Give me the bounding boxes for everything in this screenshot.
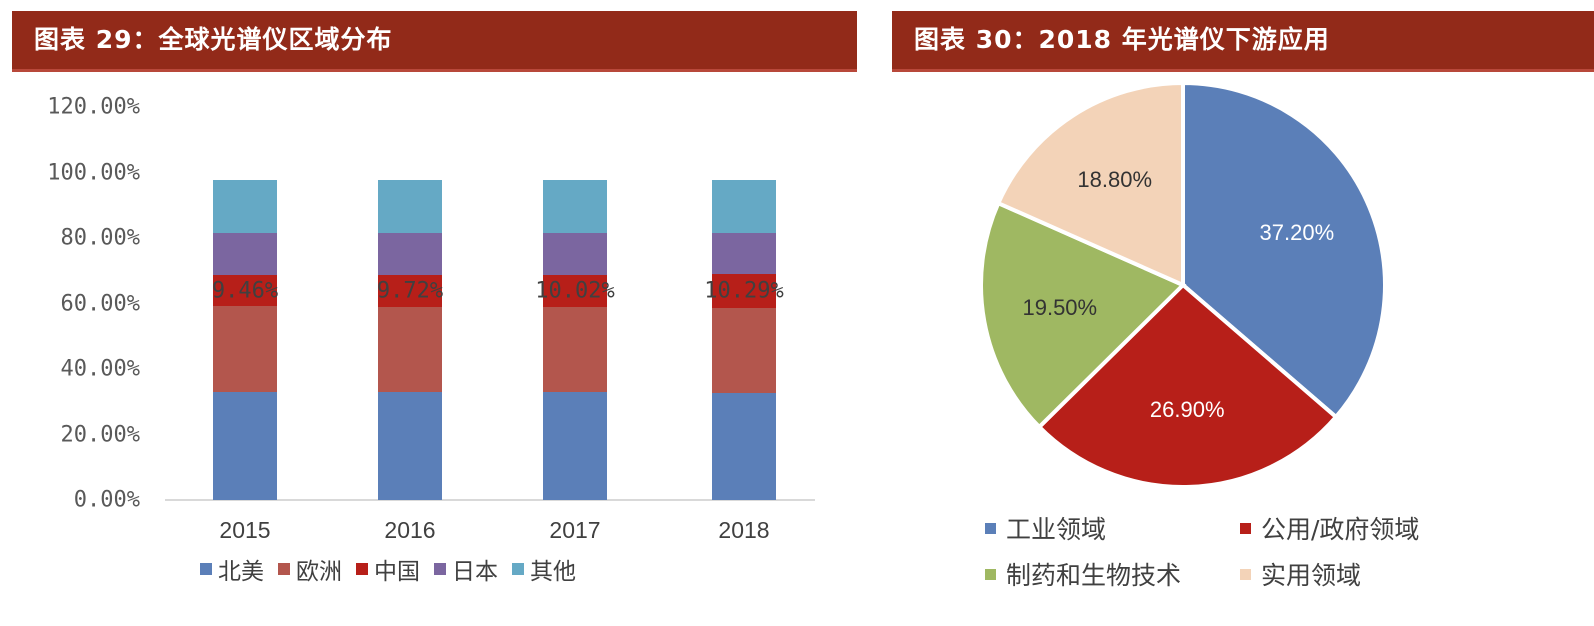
- y-tick-label: 0.00%: [73, 487, 140, 513]
- legend-item: 北美: [200, 552, 264, 586]
- x-tick-label: 2016: [384, 517, 436, 543]
- legend-row: 工业领域 公用/政府领域: [985, 505, 1545, 551]
- legend-label: 中国: [374, 559, 420, 585]
- y-tick-label: 120.00%: [47, 94, 140, 120]
- bar-segment-日本: [712, 232, 776, 275]
- x-tick-label: 2015: [219, 517, 271, 543]
- data-label: 9.46%: [211, 278, 279, 304]
- legend-swatch-icon: [434, 563, 446, 575]
- pie-data-label: 37.20%: [1259, 219, 1335, 245]
- legend-label: 实用领域: [1261, 561, 1362, 590]
- legend-label: 日本: [452, 559, 498, 585]
- bar-segment-北美: [543, 392, 607, 500]
- x-tick-label: 2017: [549, 517, 601, 543]
- data-label: 10.02%: [535, 278, 615, 304]
- bar-segment-其他: [378, 180, 442, 233]
- bar-segment-北美: [378, 391, 442, 500]
- y-tick-label: 40.00%: [60, 356, 140, 382]
- bar-2018: [712, 180, 776, 500]
- bar-2016: [378, 180, 442, 500]
- legend-label: 其他: [530, 559, 576, 585]
- pie-slice-公用/政府领域: [1036, 282, 1339, 489]
- bar-segment-中国: [213, 275, 277, 307]
- legend-label: 工业领域: [1006, 515, 1107, 544]
- bar-chart-legend: 北美 欧洲 中国 日本 其他: [200, 552, 576, 586]
- bar-segment-北美: [712, 392, 776, 500]
- bar-segment-其他: [213, 180, 277, 234]
- y-tick-label: 20.00%: [60, 422, 140, 447]
- legend-row: 制药和生物技术 实用领域: [985, 551, 1545, 597]
- legend-item: 工业领域: [985, 510, 1240, 546]
- bar-segment-北美: [213, 391, 277, 500]
- y-tick-label: 60.00%: [60, 291, 140, 316]
- data-label: 9.72%: [376, 278, 444, 304]
- bar-segment-日本: [378, 232, 442, 275]
- pie-svg: [979, 80, 1387, 489]
- legend-item: 日本: [434, 552, 498, 586]
- legend-item: 欧洲: [278, 552, 342, 586]
- y-tick-label: 100.00%: [47, 160, 140, 185]
- bar-segment-日本: [213, 233, 277, 276]
- legend-item: 制药和生物技术: [985, 556, 1240, 592]
- legend-swatch-icon: [1240, 568, 1251, 580]
- legend-swatch-icon: [512, 563, 524, 575]
- pie-data-label: 18.80%: [1077, 167, 1153, 193]
- bar-segment-中国: [712, 274, 776, 308]
- pie-slice-工业领域: [1181, 80, 1387, 420]
- legend-swatch-icon: [278, 563, 290, 575]
- x-tick-label: 2018: [718, 517, 770, 543]
- pie-chart-legend: 工业领域 公用/政府领域制药和生物技术 实用领域: [985, 505, 1545, 597]
- legend-swatch-icon: [985, 522, 996, 534]
- bar-segment-中国: [543, 274, 607, 308]
- chart-30-title: 图表 30：2018 年光谱仪下游应用: [914, 25, 1330, 54]
- legend-label: 欧洲: [296, 559, 342, 585]
- bar-segment-其他: [543, 180, 607, 233]
- data-label: 10.29%: [704, 278, 784, 304]
- legend-swatch-icon: [356, 563, 368, 575]
- bar-segment-欧洲: [213, 306, 277, 392]
- bar-2017: [543, 180, 607, 500]
- legend-item: 其他: [512, 552, 576, 586]
- legend-label: 北美: [218, 559, 264, 585]
- bar-segment-欧洲: [712, 308, 776, 393]
- chart-29-title-banner: 图表 29：全球光谱仪区域分布: [12, 11, 857, 69]
- y-tick-label: 80.00%: [60, 225, 140, 251]
- bar-segment-日本: [543, 232, 607, 275]
- bar-segment-欧洲: [543, 307, 607, 393]
- chart-30-title-banner: 图表 30：2018 年光谱仪下游应用: [892, 11, 1594, 69]
- legend-swatch-icon: [1240, 522, 1251, 534]
- chart-29-title: 图表 29：全球光谱仪区域分布: [34, 25, 393, 54]
- legend-item: 公用/政府领域: [1240, 510, 1419, 546]
- bar-segment-欧洲: [378, 306, 442, 392]
- legend-swatch-icon: [200, 563, 212, 575]
- legend-item: 中国: [356, 552, 420, 586]
- x-axis-line: [165, 499, 815, 501]
- legend-item: 实用领域: [1240, 556, 1361, 592]
- legend-swatch-icon: [985, 568, 996, 580]
- legend-label: 公用/政府领域: [1261, 515, 1420, 544]
- bar-segment-其他: [712, 180, 776, 233]
- pie-data-label: 26.90%: [1149, 397, 1225, 423]
- bar-2015: [213, 180, 277, 500]
- legend-label: 制药和生物技术: [1006, 561, 1182, 590]
- pie-slice-制药和生物技术: [979, 200, 1187, 430]
- pie-slice-实用领域: [995, 80, 1185, 289]
- pie-data-label: 19.50%: [1022, 294, 1098, 320]
- bar-segment-中国: [378, 274, 442, 307]
